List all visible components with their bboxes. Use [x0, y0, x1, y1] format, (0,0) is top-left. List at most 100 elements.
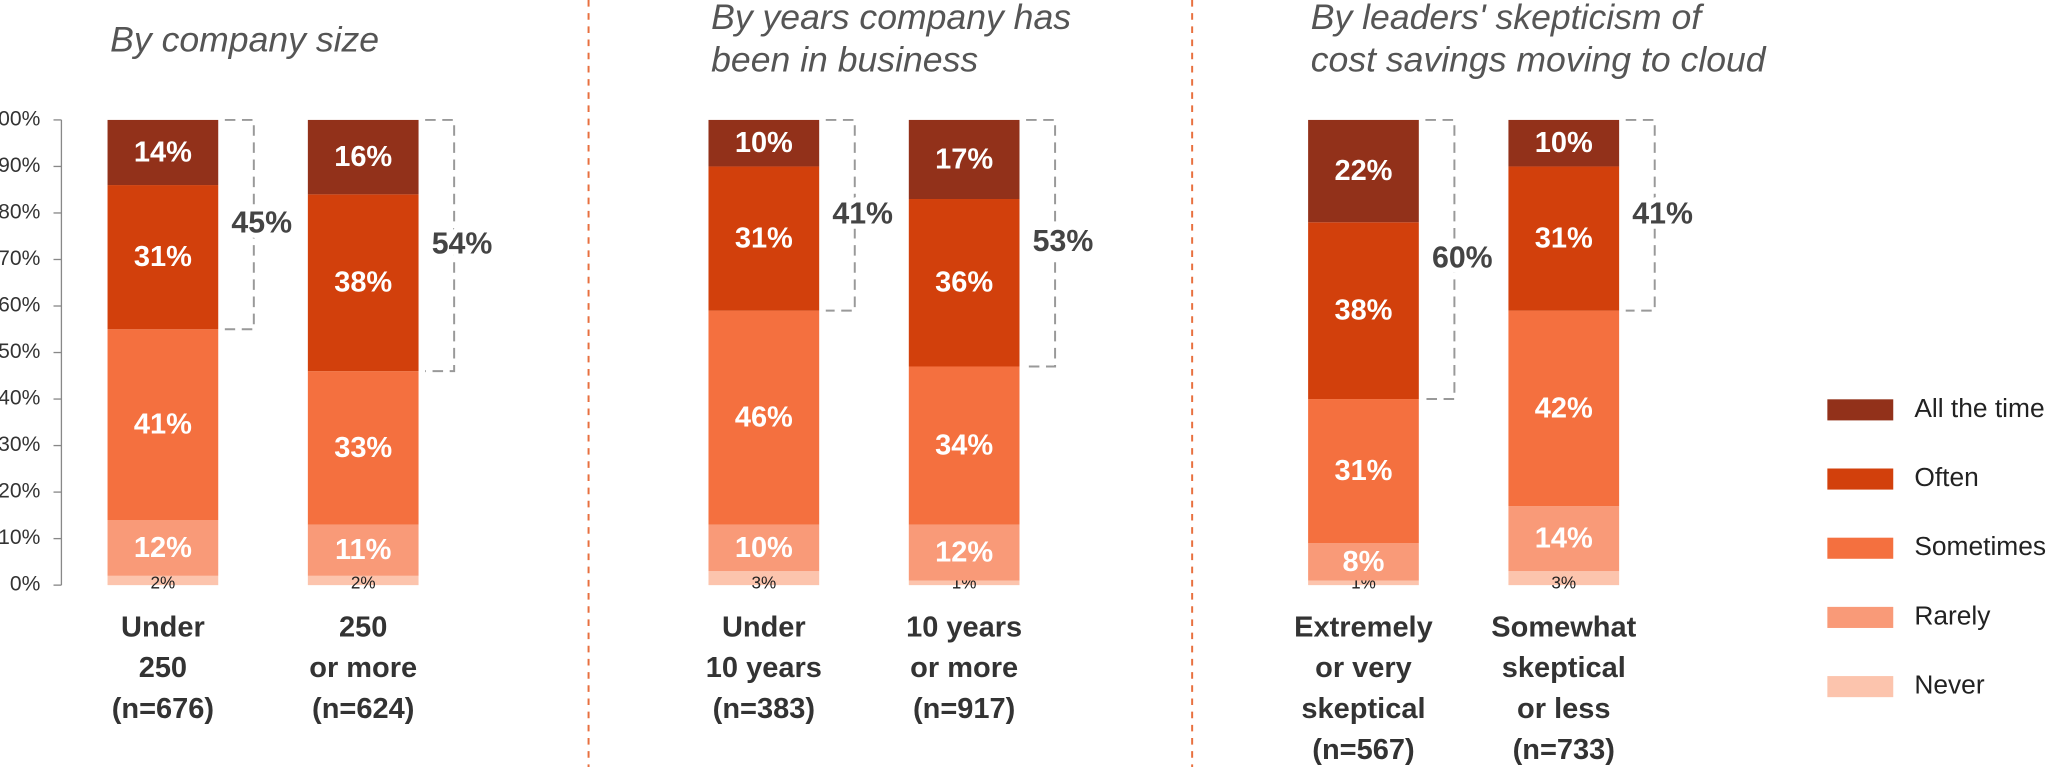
y-tick-label: 30%: [0, 433, 40, 456]
bar-segment: [908, 524, 1020, 581]
bracket: [1625, 118, 1656, 312]
value-label: 42%: [1535, 392, 1593, 424]
value-label: 34%: [935, 430, 993, 462]
x-tick-label: Somewhat: [1491, 611, 1636, 643]
bracket-label: 54%: [432, 228, 493, 261]
bracket-label: 45%: [231, 207, 292, 240]
value-label: 3%: [751, 572, 776, 592]
bracket-label: 60%: [1432, 241, 1493, 274]
value-label: 31%: [1334, 455, 1392, 487]
value-label: 38%: [334, 267, 392, 299]
x-tick-label: (n=733): [1513, 734, 1615, 766]
bar-segment: [307, 119, 419, 195]
bar-segment: [708, 524, 820, 572]
legend-swatch: [1827, 537, 1894, 559]
value-label: 14%: [134, 136, 192, 168]
value-label: 31%: [735, 223, 793, 255]
bar-segment: [908, 199, 1020, 367]
value-label: 11%: [335, 534, 391, 566]
value-label: 12%: [134, 532, 192, 564]
value-label: 16%: [334, 141, 392, 173]
y-tick-label: 60%: [0, 294, 40, 317]
bar-segment: [107, 329, 219, 521]
x-tick-label: skeptical: [1301, 693, 1425, 725]
y-tick-label: 0%: [10, 573, 40, 596]
legend-swatch: [1827, 399, 1894, 421]
x-tick-label: (n=567): [1312, 734, 1414, 766]
bracket-label: 41%: [832, 197, 893, 230]
bar-segment: [107, 185, 219, 330]
x-tick-label: (n=917): [913, 693, 1015, 725]
legend-label: All the time: [1914, 393, 2044, 423]
x-tick-label: 250: [139, 652, 187, 684]
legend-label: Sometimes: [1914, 531, 2046, 561]
bar-segment: [708, 166, 820, 311]
x-tick-label: or more: [910, 652, 1018, 684]
y-tick-label: 80%: [0, 201, 40, 224]
bracket-label: 53%: [1033, 225, 1094, 258]
x-tick-label: 250: [339, 611, 387, 643]
value-label: 41%: [134, 409, 192, 441]
bar-segment: [307, 371, 419, 525]
bar-segment: [1308, 119, 1419, 223]
bar-segment: [908, 119, 1020, 200]
group-title: By leaders' skepticism of: [1311, 0, 1705, 37]
x-tick-label: Extremely: [1294, 611, 1433, 643]
y-tick-label: 40%: [0, 387, 40, 410]
bar-segment: [107, 575, 219, 586]
bar-segment: [1308, 580, 1419, 586]
x-tick-label: (n=383): [713, 693, 815, 725]
y-tick-label: 70%: [0, 247, 40, 270]
bar-segment: [107, 520, 219, 576]
legend-label: Rarely: [1914, 600, 1991, 630]
value-label: 46%: [735, 402, 793, 434]
bracket: [425, 118, 456, 373]
bar-segment: [1308, 222, 1419, 400]
value-label: 10%: [735, 532, 793, 564]
bar-segment: [307, 575, 419, 586]
bar-segment: [908, 580, 1020, 586]
bar-segment: [307, 194, 419, 372]
y-tick-label: 50%: [0, 340, 40, 363]
value-label: 38%: [1334, 295, 1392, 327]
value-label: 36%: [935, 267, 993, 299]
y-tick-label: 100%: [0, 107, 40, 130]
x-tick-label: or less: [1517, 693, 1610, 725]
bar-segment: [1508, 119, 1620, 167]
y-tick-label: 20%: [0, 480, 40, 503]
x-tick-label: 10 years: [906, 611, 1022, 643]
value-label: 33%: [334, 432, 392, 464]
value-label: 22%: [1334, 155, 1392, 187]
legend-label: Often: [1914, 462, 1978, 492]
x-tick-label: or very: [1315, 652, 1412, 684]
bar-segment: [708, 571, 820, 586]
legend-swatch: [1827, 606, 1894, 628]
value-label: 12%: [935, 537, 993, 569]
bar-segment: [1308, 543, 1419, 581]
x-tick-label: Under: [121, 611, 205, 643]
group-title: been in business: [711, 39, 978, 79]
bar-segment: [107, 119, 219, 186]
value-label: 14%: [1535, 523, 1593, 555]
x-tick-label: Under: [722, 611, 806, 643]
bar-segment: [307, 524, 419, 576]
legend-swatch: [1827, 468, 1894, 490]
x-tick-label: (n=676): [112, 693, 214, 725]
y-tick-label: 10%: [0, 526, 40, 549]
bar-segment: [1508, 571, 1620, 586]
x-tick-label: 10 years: [706, 652, 822, 684]
value-label: 2%: [151, 572, 176, 592]
value-label: 2%: [351, 572, 376, 592]
legend-swatch: [1827, 676, 1894, 698]
value-label: 8%: [1343, 546, 1385, 578]
value-label: 10%: [735, 127, 793, 159]
value-label: 10%: [1535, 127, 1593, 159]
y-tick-label: 90%: [0, 154, 40, 177]
bracket-label: 41%: [1632, 197, 1693, 230]
legend-label: Never: [1914, 670, 1984, 700]
bar-segment: [1508, 506, 1620, 572]
group-title: By years company has: [711, 0, 1071, 37]
value-label: 31%: [134, 241, 192, 273]
bar-segment: [1508, 166, 1620, 311]
bar-segment: [908, 366, 1020, 525]
